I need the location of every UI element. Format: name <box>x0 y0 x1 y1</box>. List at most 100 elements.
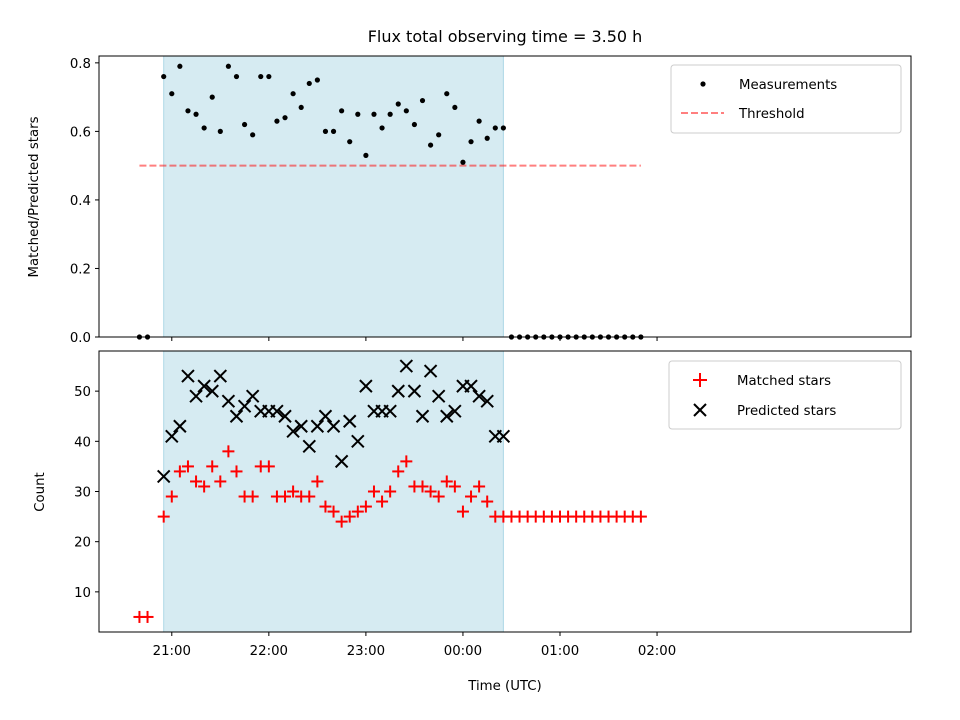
predicted-stars-point <box>221 394 236 408</box>
count-panel: 10 20 30 40 50 21:00 22:00 23:00 00:00 01:00 02:0… <box>33 350 912 694</box>
predicted-stars-point <box>156 469 171 484</box>
matched-stars-point <box>335 515 348 528</box>
count-legend-box <box>668 360 902 430</box>
ratio-y-axis-label: Matched/Predicted stars <box>27 116 42 277</box>
predicted-stars-point <box>423 364 438 378</box>
measurement-point <box>209 94 215 100</box>
matched-stars-point <box>165 490 178 503</box>
predicted-stars-point <box>431 389 446 403</box>
matched-stars-point <box>173 465 186 478</box>
matched-stars-point <box>424 485 437 498</box>
matched-stars-point <box>351 505 364 518</box>
predicted-stars-point <box>302 439 316 454</box>
chart-title: Flux total observing time = 3.50 h <box>368 27 643 46</box>
x-tick-label: 01:00 <box>541 644 579 659</box>
measurement-point <box>468 139 474 145</box>
x-axis-label: Time (UTC) <box>467 679 542 694</box>
y-tick-label: 0.0 <box>70 331 91 346</box>
predicted-stars-point <box>472 389 486 403</box>
measurement-point <box>460 159 466 165</box>
observing-band <box>163 55 504 338</box>
matched-stars-point <box>473 480 486 493</box>
y-tick-label: 0.2 <box>70 262 91 277</box>
measurement-point <box>193 111 199 117</box>
predicted-stars-point <box>310 419 325 433</box>
matched-stars-point <box>190 475 203 488</box>
y-tick-label: 0.6 <box>70 125 91 140</box>
predicted-stars-point <box>189 389 203 403</box>
predicted-stars-point <box>480 394 494 408</box>
measurement-point <box>274 118 280 124</box>
matched-stars-point <box>198 480 211 493</box>
measurement-point <box>427 142 434 148</box>
matched-stars-point <box>319 500 332 513</box>
measurement-point <box>217 128 223 134</box>
matched-stars-point <box>303 490 316 503</box>
measurement-point <box>298 104 304 111</box>
predicted-stars-point <box>237 399 252 413</box>
predicted-stars-point <box>407 384 422 398</box>
matched-stars-point <box>432 490 445 503</box>
predicted-stars-point <box>270 404 284 418</box>
measurement-point <box>403 108 409 114</box>
matched-stars-point <box>367 485 380 498</box>
predicted-stars-point <box>399 359 414 373</box>
matched-stars-point <box>376 495 389 508</box>
observing-band <box>163 350 504 633</box>
count-y-axis-label: Count <box>33 472 48 512</box>
measurement-point <box>436 132 442 138</box>
measurement-point <box>177 63 183 69</box>
predicted-stars-point <box>294 419 308 433</box>
measurement-point <box>500 125 506 131</box>
predicted-stars-point <box>334 454 349 469</box>
matched-stars-point <box>392 465 405 478</box>
matched-stars-point <box>634 510 647 523</box>
matched-stars-point <box>327 505 340 518</box>
measurement-point <box>387 111 393 117</box>
y-tick-label: 10 <box>74 586 91 601</box>
ratio-x-ticks <box>171 337 658 341</box>
measurement-point <box>225 63 232 69</box>
matched-stars-point <box>141 610 154 623</box>
matched-stars-point <box>157 510 170 523</box>
matched-stars-point <box>230 465 243 478</box>
x-tick-label: 21:00 <box>153 644 191 659</box>
measurement-point <box>492 125 498 131</box>
measurement-point <box>314 77 320 83</box>
measurement-point <box>395 101 401 107</box>
x-tick-label: 22:00 <box>250 644 288 659</box>
measurement-point <box>241 121 248 128</box>
legend-measurement-marker <box>700 81 706 87</box>
predicted-stars-point <box>173 419 187 433</box>
matched-stars-point <box>440 475 453 488</box>
matched-stars-point <box>246 490 259 503</box>
ratio-legend-box <box>670 64 902 134</box>
ratio-y-ticks: 0.0 0.2 0.4 0.6 0.8 <box>70 57 99 346</box>
measurement-point <box>233 73 240 80</box>
count-x-ticks: 21:00 22:00 23:00 00:00 01:00 02:00 <box>153 632 676 659</box>
matched-stars-point <box>214 475 227 488</box>
matched-stars-point <box>416 480 429 493</box>
measurement-point <box>339 108 345 114</box>
matched-stars-point <box>181 460 194 473</box>
predicted-stars-point <box>213 369 228 383</box>
y-tick-label: 30 <box>74 486 91 501</box>
predicted-stars-point <box>496 429 511 444</box>
predicted-stars-point <box>165 429 179 444</box>
y-tick-label: 40 <box>74 435 91 450</box>
measurement-point <box>258 73 264 80</box>
matched-stars-point <box>465 490 478 503</box>
x-tick-label: 00:00 <box>444 644 482 659</box>
measurement-point <box>476 118 482 124</box>
measurement-points <box>136 63 644 340</box>
predicted-stars-point <box>286 424 300 438</box>
matched-stars-point <box>287 485 300 498</box>
predicted-stars-point <box>464 379 478 393</box>
x-tick-label: 23:00 <box>347 644 385 659</box>
y-tick-label: 20 <box>74 536 91 551</box>
ratio-panel: 0.00.20.40.60.8 Matched/Predicted stars … <box>27 55 912 346</box>
measurement-point <box>322 128 329 134</box>
measurement-point <box>306 80 312 87</box>
matched-stars-point <box>481 495 494 508</box>
matched-stars-point <box>384 485 397 498</box>
